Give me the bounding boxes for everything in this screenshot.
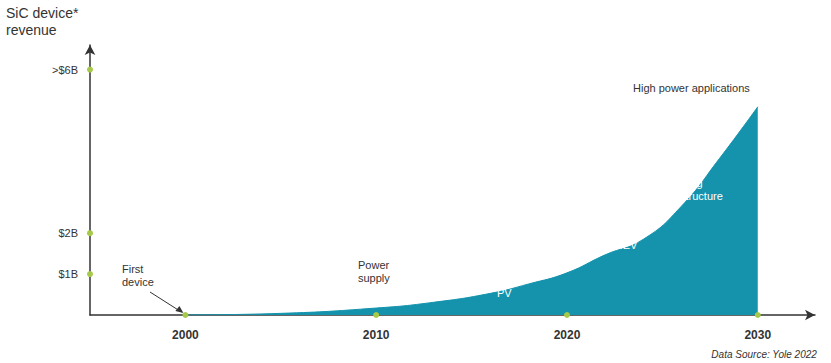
svg-text:$2B: $2B [58,227,78,239]
svg-text:2020: 2020 [554,328,581,342]
svg-text:$1B: $1B [58,268,78,280]
svg-text:High power applications: High power applications [633,82,750,94]
svg-text:supply: supply [358,272,390,284]
svg-text:Data Source: Yole 2022: Data Source: Yole 2022 [711,349,817,360]
svg-text:revenue: revenue [6,22,57,38]
svg-text:2030: 2030 [744,328,771,342]
svg-text:EV/HEV: EV/HEV [597,239,638,251]
svg-text:Infrastructure: Infrastructure [658,190,723,202]
svg-text:2000: 2000 [172,328,199,342]
svg-text:2010: 2010 [363,328,390,342]
svg-text:First: First [122,263,143,275]
svg-text:SiC device*: SiC device* [6,5,79,21]
svg-text:>$6B: >$6B [52,64,78,76]
svg-text:Power: Power [358,259,390,271]
svg-text:Charging: Charging [658,177,703,189]
svg-text:device: device [122,276,154,288]
svg-text:PV: PV [497,287,512,299]
